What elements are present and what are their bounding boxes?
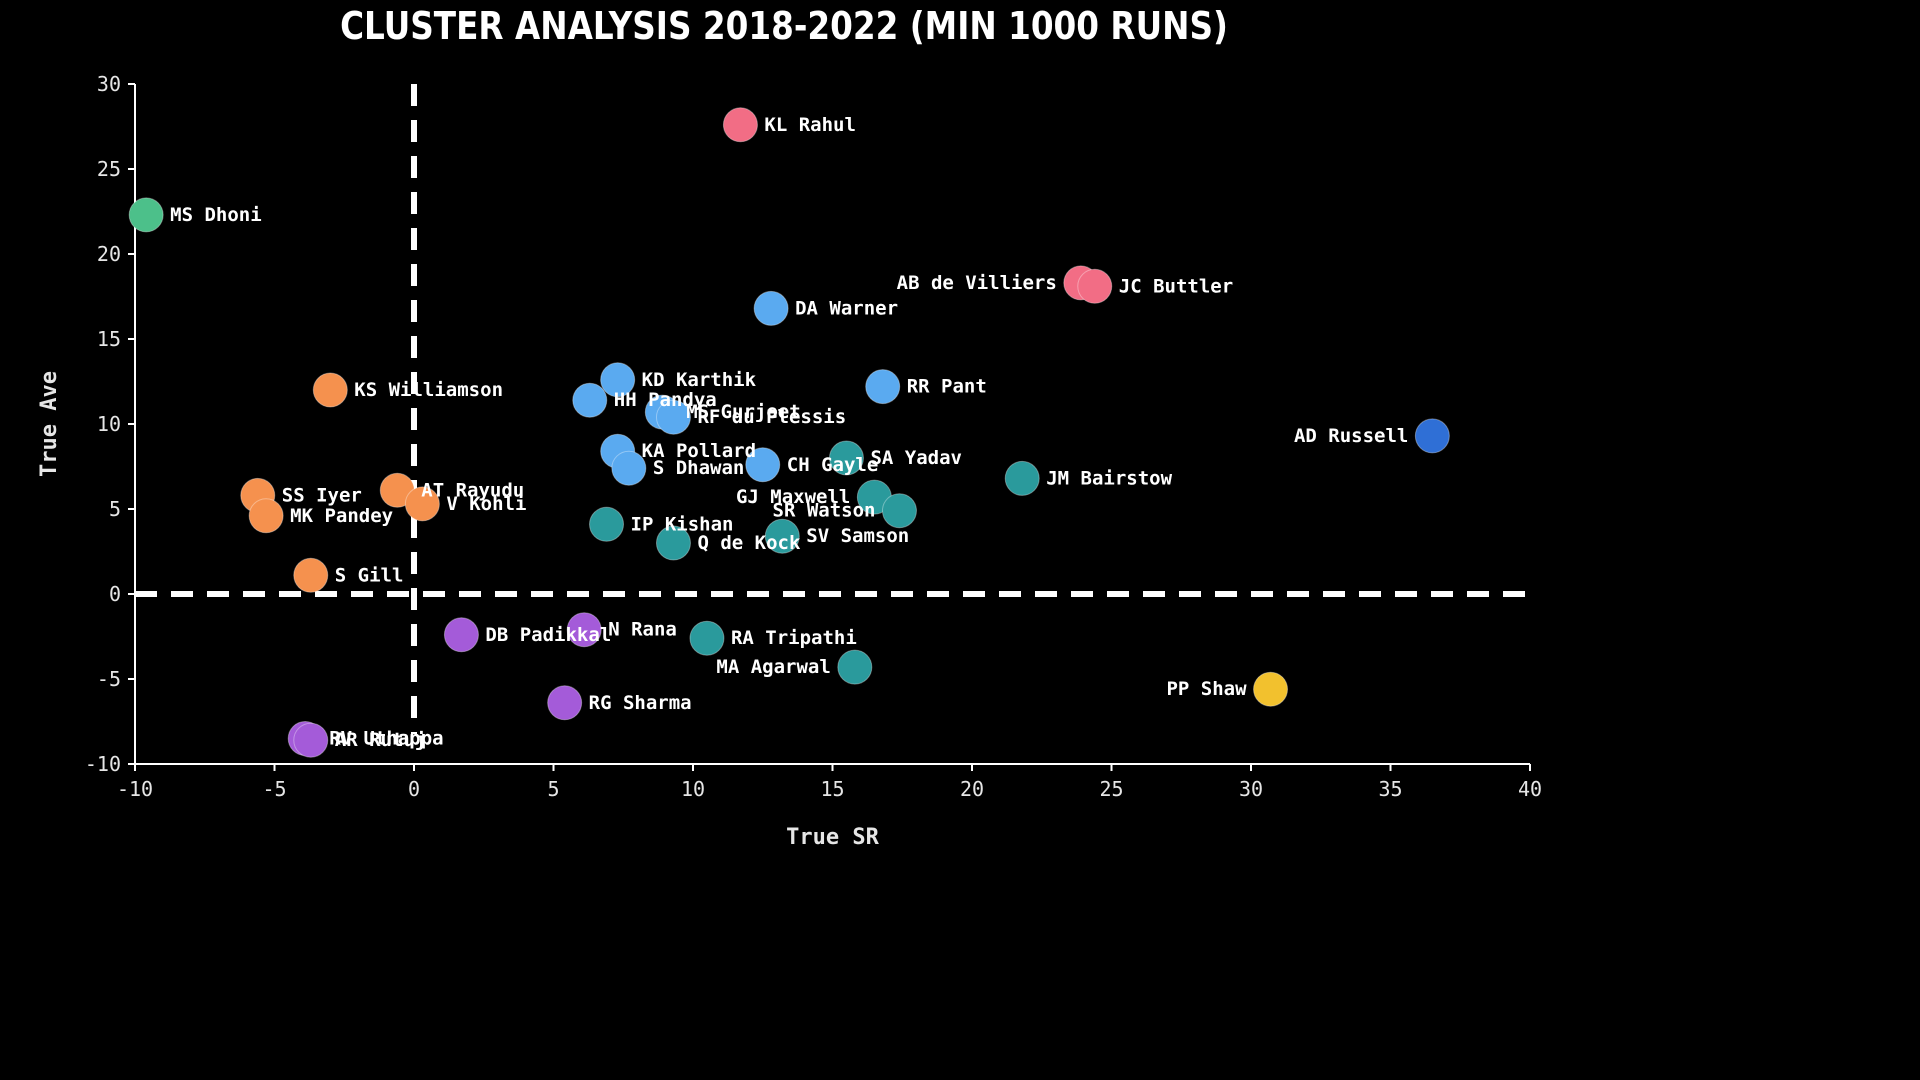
data-point	[828, 440, 864, 476]
data-point-label: RG Sharma	[589, 692, 692, 714]
data-point	[865, 369, 901, 405]
data-point	[722, 107, 758, 143]
y-tick-label: 15	[97, 327, 121, 351]
data-point	[753, 290, 789, 326]
x-tick-label: 5	[547, 777, 559, 801]
y-tick-label: 5	[109, 497, 121, 521]
data-point	[293, 557, 329, 593]
data-point	[600, 362, 636, 398]
data-point-label: Q de Kock	[697, 532, 801, 554]
data-point-label: JM Bairstow	[1046, 467, 1172, 489]
data-point	[566, 612, 602, 648]
data-point-label: DB Padikkal	[485, 624, 611, 646]
data-point	[572, 382, 608, 418]
data-point-label: HH Pandya	[614, 389, 717, 411]
x-tick-label: 30	[1239, 777, 1263, 801]
data-point-label: S Dhawan	[653, 457, 745, 479]
data-point	[293, 722, 329, 758]
data-point-label: GJ Maxwell	[736, 486, 850, 508]
data-point-label: DA Warner	[795, 297, 898, 319]
data-point-label: SR Watson	[773, 500, 876, 522]
data-point	[248, 498, 284, 534]
y-tick-label: 25	[97, 157, 121, 181]
y-tick-label: 20	[97, 242, 121, 266]
data-points: KL Rahul AB de Villiers JC Buttler MS Dhoni…	[128, 107, 1450, 758]
data-point-label: RF du Plessis	[697, 406, 846, 428]
x-tick-label: 20	[960, 777, 984, 801]
data-point	[443, 617, 479, 653]
y-tick-label: 10	[97, 412, 121, 436]
data-point	[745, 447, 781, 483]
data-point-label: KS Williamson	[354, 379, 503, 401]
data-point	[837, 649, 873, 685]
data-point-label: MA Agarwal	[716, 656, 830, 678]
data-point	[1077, 268, 1113, 304]
data-point	[547, 685, 583, 721]
data-point-label: AT Rayudu	[421, 479, 524, 501]
data-point-label: CH Gayle	[787, 454, 879, 476]
reference-lines	[135, 84, 1530, 734]
data-point-label: MS Dhoni	[170, 204, 262, 226]
data-point	[1253, 671, 1289, 707]
data-point-label: RA Tripathi	[731, 627, 857, 649]
data-point	[881, 493, 917, 529]
y-tick-label: 30	[97, 72, 121, 96]
x-axis-label: True SR	[786, 825, 879, 850]
scatter-plot: -10 -5 0 5 10 15 20 25 30 35 40 -10 -5 0 5 10 15 20 25 30 K…	[37, 72, 1542, 850]
y-axis-label: True Ave	[37, 371, 62, 477]
data-point-label: PP Shaw	[1166, 678, 1247, 700]
data-point	[1004, 460, 1040, 496]
data-point	[764, 518, 800, 554]
data-point-label: IP Kishan	[631, 513, 734, 535]
x-tick-label: 0	[408, 777, 420, 801]
data-point-label: N Rana	[608, 619, 677, 641]
chart-title: CLUSTER ANALYSIS 2018-2022 (MIN 1000 RUN…	[340, 4, 1228, 48]
x-tick-label: -5	[262, 777, 286, 801]
data-point-label: RV Uthappa	[329, 728, 443, 750]
data-point-label: SS Iyer	[282, 484, 362, 506]
y-tick-label: 0	[109, 582, 121, 606]
x-tick-label: 25	[1099, 777, 1123, 801]
data-point-label: S Gill	[335, 564, 404, 586]
y-tick-label: -10	[85, 752, 121, 776]
data-point-label: SV Samson	[806, 525, 909, 547]
data-point	[128, 197, 164, 233]
data-point-label: MK Pandey	[290, 505, 393, 527]
data-point-label: JC Buttler	[1119, 275, 1233, 297]
data-point	[1414, 418, 1450, 454]
data-point	[689, 620, 725, 656]
data-point	[312, 372, 348, 408]
data-point-label: AR Rutuj	[335, 729, 427, 751]
data-point-label: SA Yadav	[870, 447, 962, 469]
data-point-label: KL Rahul	[764, 114, 856, 136]
x-tick-label: -10	[117, 777, 153, 801]
x-tick-label: 15	[820, 777, 844, 801]
data-point	[655, 399, 691, 435]
axes: -10 -5 0 5 10 15 20 25 30 35 40 -10 -5 0 5 10 15 20 25 30	[85, 72, 1542, 801]
data-point-label: KD Karthik	[642, 369, 757, 391]
data-point	[404, 486, 440, 522]
x-tick-label: 10	[681, 777, 705, 801]
data-point	[611, 450, 647, 486]
data-point	[655, 525, 691, 561]
data-point	[589, 506, 625, 542]
y-tick-label: -5	[97, 667, 121, 691]
data-point-label: V Kohli	[446, 493, 526, 515]
data-point-label: AB de Villiers	[897, 272, 1057, 294]
x-tick-label: 40	[1518, 777, 1542, 801]
x-tick-label: 35	[1378, 777, 1402, 801]
data-point-label: MS Gurjeet	[686, 401, 800, 423]
data-point-label: RR Pant	[907, 376, 987, 398]
data-point-label: KA Pollard	[642, 440, 756, 462]
data-point-label: AD Russell	[1294, 425, 1408, 447]
